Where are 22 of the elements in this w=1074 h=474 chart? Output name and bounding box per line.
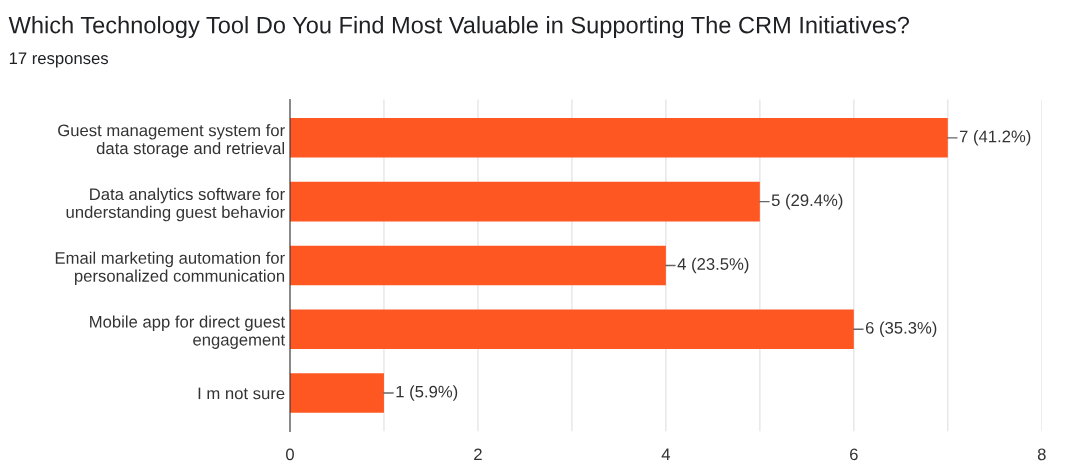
y-tick-label: Email marketing automation for personalized communication <box>55 251 285 286</box>
bar <box>289 118 948 158</box>
bar <box>289 373 384 413</box>
chart-title: Which Technology Tool Do You Find Most Valuable in Supporting The CRM Initiatives? <box>8 16 910 39</box>
y-tick-label: Data analytics software for understanding guest behavior <box>66 187 285 222</box>
y-tick-label: Guest management system for data storage and retrieval <box>58 124 285 158</box>
text: 17 responses <box>9 52 109 68</box>
bar <box>289 245 666 286</box>
x-tick-label: 0 <box>286 448 294 461</box>
data-label: 7 (41.2%) <box>959 130 1031 146</box>
x-tick-label: 8 <box>1037 448 1046 461</box>
data-label: 5 (29.4%) <box>771 193 843 210</box>
data-label: 1 (5.9%) <box>396 385 458 401</box>
x-tick-label: 4 <box>661 448 671 461</box>
data-label: 6 (35.3%) <box>865 321 937 338</box>
y-tick-label: Mobile app for direct guest engagement <box>90 315 286 349</box>
bar <box>289 309 854 350</box>
x-tick-label: 6 <box>850 448 858 461</box>
data-label: 4 (23.5%) <box>677 257 749 274</box>
bar <box>289 181 760 222</box>
x-tick-label: 2 <box>474 448 482 461</box>
y-tick-label: I m not sure <box>198 387 285 400</box>
